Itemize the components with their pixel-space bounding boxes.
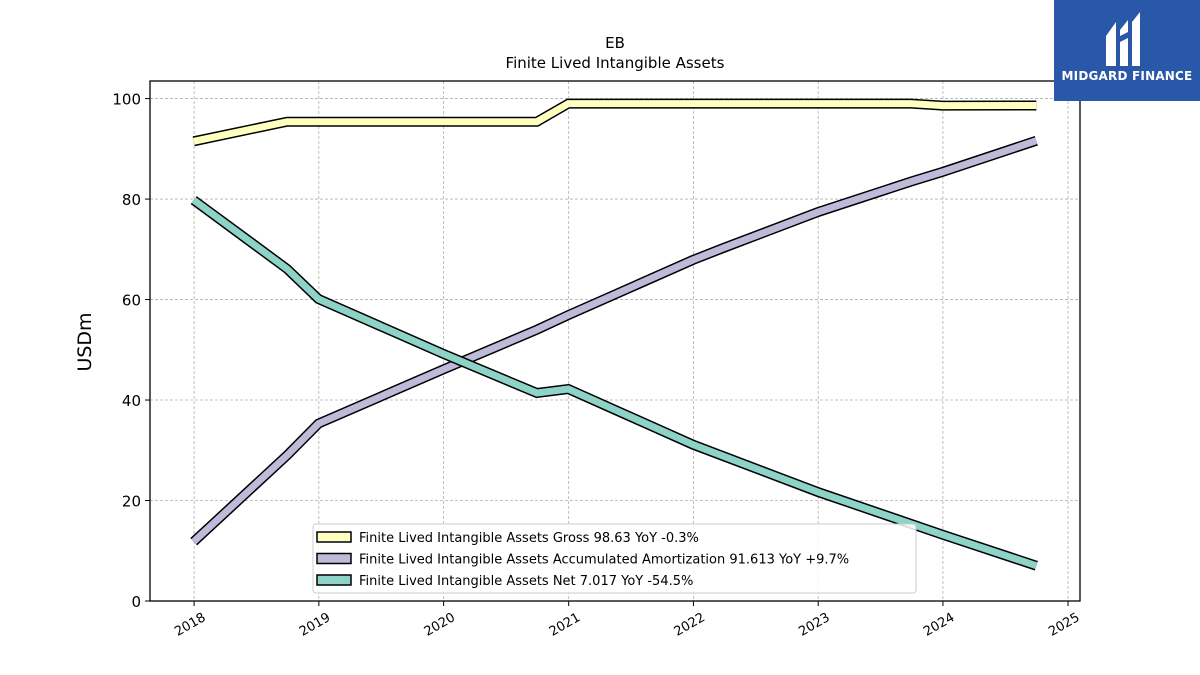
logo-text: MIDGARD FINANCE	[1061, 69, 1193, 83]
series-line-fill	[192, 100, 1037, 145]
series-line-outline	[190, 196, 1038, 571]
plot-frame	[149, 80, 1081, 602]
midgard-finance-logo: MIDGARD FINANCE	[1054, 0, 1200, 101]
series-line-fill	[191, 137, 1038, 545]
grid	[150, 81, 1080, 602]
x-tick-label: 2023	[796, 610, 832, 640]
x-axis: 2018 2019 2020 2021 2022 2023 2024 2025	[172, 601, 1082, 640]
x-tick-label: 2021	[547, 610, 583, 640]
y-axis: 0 20 40 60 80 100	[112, 91, 150, 611]
legend-box	[312, 523, 917, 594]
midgard-logo-icon	[1106, 12, 1140, 66]
x-tick-label: 2018	[172, 610, 208, 640]
y-tick-label: 60	[122, 292, 141, 310]
legend-entry: Finite Lived Intangible Assets Accumulat…	[359, 553, 849, 568]
y-tick-label: 20	[122, 493, 141, 511]
legend-entry: Finite Lived Intangible Assets Gross 98.…	[359, 531, 699, 546]
x-tick-label: 2024	[921, 610, 957, 640]
x-tick-label: 2022	[672, 610, 708, 640]
y-tick-label: 80	[122, 191, 141, 209]
chart-title: EB	[605, 34, 625, 52]
series-line-outline	[190, 135, 1038, 546]
y-tick-label: 40	[122, 392, 141, 410]
legend: Finite Lived Intangible Assets Gross 98.…	[312, 523, 917, 594]
y-tick-label: 0	[131, 593, 141, 611]
series-line-3	[190, 196, 1038, 571]
legend-entry: Finite Lived Intangible Assets Net 7.017…	[359, 574, 693, 589]
chart-subtitle: Finite Lived Intangible Assets	[506, 54, 725, 72]
x-tick-label: 2020	[422, 610, 458, 640]
legend-swatch	[316, 574, 352, 586]
y-axis-label: USDm	[74, 312, 96, 371]
series-layer	[190, 98, 1038, 571]
series-line-fill	[191, 197, 1038, 570]
y-tick-label: 100	[112, 91, 141, 109]
x-tick-label: 2025	[1046, 610, 1082, 640]
series-line-2	[190, 135, 1038, 546]
x-tick-label: 2019	[297, 610, 333, 640]
series-line-1	[192, 98, 1037, 147]
legend-swatch	[316, 552, 352, 565]
legend-swatch	[316, 531, 352, 543]
